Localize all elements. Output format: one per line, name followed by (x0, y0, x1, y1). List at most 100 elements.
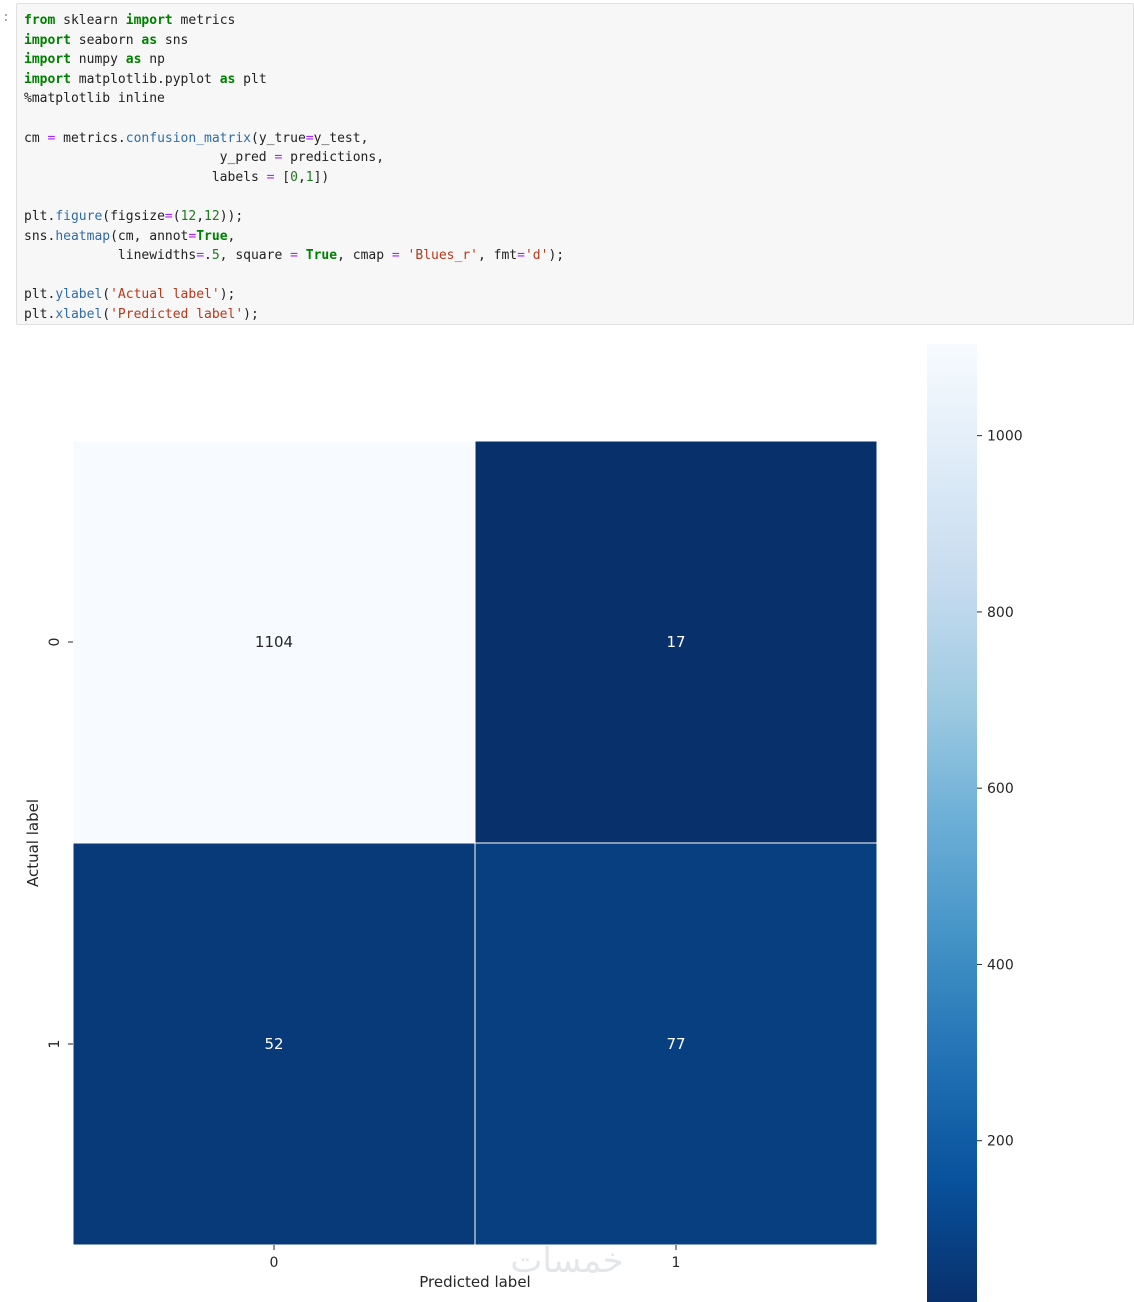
code-token: = (305, 130, 314, 146)
code-line: linewidths=.5, square = True, cmap = 'Bl… (24, 246, 1133, 266)
code-token: 12 (180, 208, 197, 224)
code-token: import (24, 52, 71, 68)
code-token: , square (219, 248, 291, 264)
code-token: confusion_matrix (125, 130, 251, 146)
code-line: %matplotlib inline (24, 89, 1133, 109)
code-token: = (164, 208, 173, 224)
code-token: ( (172, 208, 181, 224)
code-line: from sklearn import metrics (24, 11, 1133, 31)
code-token: import (24, 71, 71, 87)
code-token: = (47, 130, 56, 146)
y-axis-label: Actual label (24, 799, 42, 887)
code-token: = (517, 248, 525, 264)
code-line: labels = [0,1]) (24, 168, 1133, 188)
y-tick-label: 1 (47, 1040, 63, 1049)
code-token: matplotlib.pyplot (70, 71, 220, 87)
code-token: ]) (313, 169, 330, 185)
colorbar-tick-label: 200 (987, 1134, 1014, 1150)
code-token: 5 (211, 248, 220, 264)
colorbar-tick-label: 1000 (987, 429, 1023, 445)
cell-annotation: 1104 (255, 633, 293, 651)
colorbar-tick-label: 400 (987, 957, 1014, 973)
code-token: labels (24, 169, 267, 185)
code-line: import seaborn as sns (24, 31, 1133, 51)
code-token: figure (55, 208, 103, 224)
code-token: sns (157, 32, 189, 48)
x-tick-label: 0 (270, 1255, 279, 1271)
code-token: , (196, 208, 205, 224)
colorbar-tick-label: 800 (987, 605, 1014, 621)
code-token: (figsize (102, 208, 165, 224)
code-token: plt. (24, 287, 56, 303)
code-token: plt. (24, 306, 56, 322)
code-token: (cm, annot (110, 228, 189, 244)
code-token: ylabel (55, 287, 103, 303)
code-token: 'Blues_r' (407, 248, 478, 264)
code-token: = (266, 169, 275, 185)
cell-annotation: 17 (666, 633, 685, 651)
code-token: = (196, 248, 205, 264)
code-token: ( (102, 287, 111, 303)
code-token: xlabel (55, 306, 103, 322)
code-token: . (204, 248, 212, 264)
heatmap-cell (72, 842, 476, 1246)
code-token: as (141, 32, 158, 48)
code-token: metrics. (55, 130, 126, 146)
code-line: sns.heatmap(cm, annot=True, (24, 227, 1133, 247)
code-line: import matplotlib.pyplot as plt (24, 70, 1133, 90)
code-token: 12 (204, 208, 220, 224)
code-token: plt (235, 71, 267, 87)
heatmap-cell (72, 440, 476, 844)
code-token: as (125, 52, 142, 68)
code-token: import (24, 32, 71, 48)
code-token: = (188, 228, 197, 244)
code-token: %matplotlib inline (24, 91, 165, 107)
code-token: as (219, 71, 236, 87)
code-token: , fmt (478, 248, 518, 264)
code-line: y_pred = predictions, (24, 148, 1133, 168)
code-token: cm (24, 130, 48, 146)
code-cell[interactable]: from sklearn import metrics import seabor… (16, 3, 1134, 325)
code-token: 0 (290, 169, 298, 185)
code-line: plt.figure(figsize=(12,12)); (24, 207, 1133, 227)
code-token: sklearn (55, 13, 126, 28)
x-tick-label: 1 (672, 1255, 681, 1271)
code-line: plt.xlabel('Predicted label'); (24, 305, 1133, 324)
code-token: linewidths (24, 248, 197, 264)
code-token: import (125, 13, 173, 28)
code-token: [ (274, 169, 291, 185)
code-token: ( (102, 306, 111, 322)
code-line: plt.ylabel('Actual label'); (24, 285, 1133, 305)
cell-annotation: 77 (666, 1035, 685, 1053)
code-line: import numpy as np (24, 50, 1133, 70)
code-token: , (297, 169, 306, 185)
code-token: 'Actual label' (110, 287, 220, 303)
y-tick-label: 0 (47, 638, 63, 647)
code-token: y_pred (24, 150, 275, 166)
code-token: (y_true (251, 130, 306, 146)
code-token: sns. (24, 228, 56, 244)
heatmap-cell (474, 440, 878, 844)
cell-annotation: 52 (264, 1035, 283, 1053)
code-token: = (290, 248, 298, 264)
code-token: 'd' (524, 248, 549, 264)
code-token: ); (243, 306, 259, 322)
code-token: heatmap (55, 228, 111, 244)
code-token: True (196, 228, 228, 244)
cell-prompt: : (2, 10, 10, 25)
code-token: , cmap (337, 248, 392, 264)
code-token: metrics (172, 13, 236, 28)
code-token: numpy (70, 52, 126, 68)
code-token: predictions, (282, 150, 385, 166)
code-token: )); (219, 208, 244, 224)
code-editor[interactable]: from sklearn import metrics import seabor… (24, 11, 1133, 324)
code-token: np (141, 52, 165, 68)
code-token: seaborn (70, 32, 142, 48)
code-token: plt. (24, 208, 56, 224)
code-token: , (227, 228, 236, 244)
code-token: = (274, 150, 283, 166)
colorbar (927, 344, 977, 1302)
code-token: ); (219, 287, 236, 303)
code-token: = (391, 248, 400, 264)
